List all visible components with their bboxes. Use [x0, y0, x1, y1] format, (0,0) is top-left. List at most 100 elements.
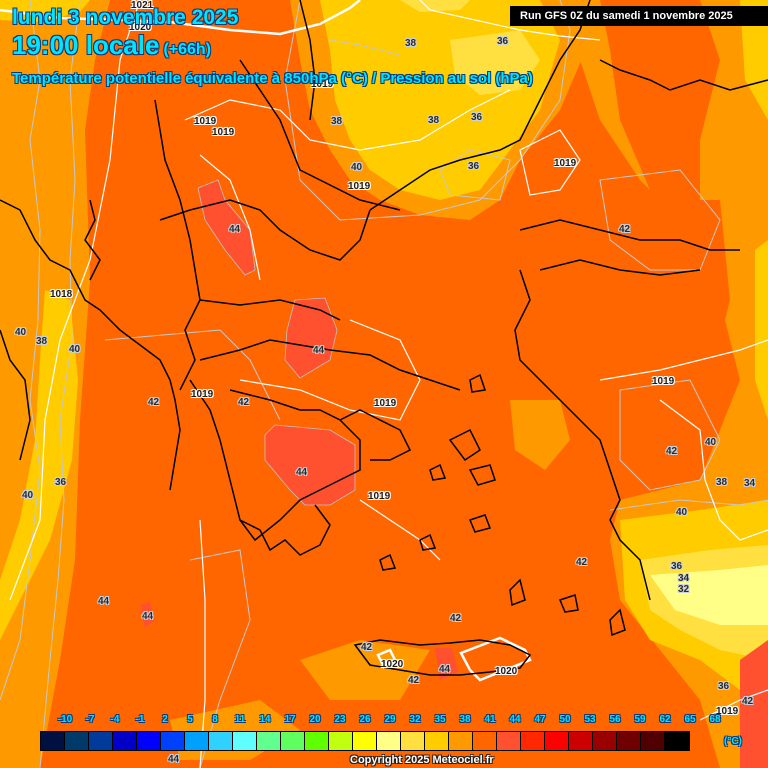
theta-e-label: 36: [671, 561, 683, 572]
colorbar-swatch: [641, 732, 665, 750]
field-47-crete: [435, 648, 458, 680]
colorbar-tick: 14: [259, 714, 271, 725]
theta-e-label: 36: [468, 161, 480, 172]
colorbar-swatch: [545, 732, 569, 750]
field-e-38: [755, 240, 768, 420]
colorbar-swatch: [41, 732, 65, 750]
pressure-label: 1019: [212, 127, 235, 138]
colorbar-ticks: -10 -7 -4 -1 2 5 8 11 14 17 20 23 26 29 32 35 38 41 44 47 50…: [40, 714, 721, 728]
field-north-35b: [400, 0, 470, 12]
theta-e-label: 36: [718, 681, 730, 692]
colorbar-swatch: [209, 732, 233, 750]
colorbar-tick: 29: [384, 714, 396, 725]
theta-e-label: 44: [168, 754, 180, 765]
theta-e-label: 36: [471, 112, 483, 123]
colorbar-tick: 44: [509, 714, 521, 725]
theta-e-label: 44: [439, 664, 451, 675]
theta-e-label: 38: [405, 38, 417, 49]
field-se-47: [740, 640, 768, 768]
theta-e-label: 42: [361, 642, 373, 653]
theta-e-label: 42: [742, 696, 754, 707]
theta-e-label: 42: [666, 446, 678, 457]
colorbar-swatch: [329, 732, 353, 750]
theta-e-label: 42: [619, 224, 631, 235]
colorbar-swatch: [497, 732, 521, 750]
colorbar-tick: 2: [162, 714, 168, 725]
theta-e-label: 32: [678, 584, 690, 595]
pressure-label: 1019: [368, 491, 391, 502]
field-crete-41: [300, 640, 430, 700]
forecast-time: 19:00 locale (+66h): [12, 30, 211, 61]
pressure-label: 1019: [716, 706, 739, 717]
colorbar-tick: 20: [309, 714, 321, 725]
colorbar-swatch: [617, 732, 641, 750]
pressure-label: 1018: [50, 289, 73, 300]
colorbar-swatch: [233, 732, 257, 750]
field-aegean-41: [510, 400, 570, 470]
theta-e-label: 40: [22, 490, 34, 501]
colorbar-tick: 53: [584, 714, 596, 725]
colorbar-swatch: [665, 732, 689, 750]
pressure-label: 1019: [554, 158, 577, 169]
colorbar-tick: 68: [709, 714, 721, 725]
colorbar-tick: 11: [234, 714, 246, 725]
colorbar-swatch: [377, 732, 401, 750]
field-ne-38: [740, 0, 768, 120]
pressure-label: 1019: [311, 79, 334, 90]
pressure-label: 1019: [652, 376, 675, 387]
colorbar-swatch: [473, 732, 497, 750]
pressure-label: 1019: [374, 398, 397, 409]
theta-e-label: 44: [313, 345, 325, 356]
field-se-32: [650, 565, 768, 625]
colorbar-swatch: [185, 732, 209, 750]
colorbar-tick: -1: [135, 714, 145, 725]
colorbar-tick: 8: [212, 714, 218, 725]
forecast-date: lundi 3 novembre 2025: [12, 6, 239, 29]
theta-e-label: 44: [296, 467, 308, 478]
colorbar-tick: 56: [609, 714, 621, 725]
theta-e-label: 40: [676, 507, 688, 518]
copyright: Copyright 2025 Meteociel.fr: [350, 754, 494, 766]
colorbar-tick: 50: [559, 714, 571, 725]
colorbar-swatch: [305, 732, 329, 750]
colorbar-swatch: [593, 732, 617, 750]
colorbar-swatch: [425, 732, 449, 750]
colorbar: [40, 731, 690, 751]
colorbar-tick: 59: [634, 714, 646, 725]
colorbar-swatch: [353, 732, 377, 750]
colorbar-tick: 47: [534, 714, 546, 725]
theta-e-label: 42: [576, 557, 588, 568]
colorbar-tick: 65: [684, 714, 696, 725]
field-47-peloponnese: [264, 424, 356, 506]
theta-e-label: 44: [98, 596, 110, 607]
colorbar-swatch: [257, 732, 281, 750]
colorbar-tick: 38: [459, 714, 471, 725]
colorbar-tick: 17: [284, 714, 296, 725]
colorbar-swatch: [113, 732, 137, 750]
map-subtitle: Température potentielle équivalente à 85…: [12, 70, 533, 87]
colorbar-swatch: [569, 732, 593, 750]
pressure-label: 1020: [495, 666, 518, 677]
colorbar-swatch: [89, 732, 113, 750]
colorbar-swatch: [65, 732, 89, 750]
theta-e-label: 36: [55, 477, 67, 488]
theta-e-label: 38: [716, 477, 728, 488]
colorbar-swatch: [401, 732, 425, 750]
forecast-local-time: 19:00 locale: [12, 30, 160, 60]
field-east-44a: [600, 0, 720, 240]
theta-e-label: 44: [142, 611, 154, 622]
theta-e-label: 40: [15, 327, 27, 338]
field-north-35: [450, 30, 540, 95]
colorbar-unit: (°C): [724, 736, 742, 747]
coastlines-borders: [0, 0, 768, 676]
field-47-ionian: [140, 602, 155, 628]
theta-e-label: 42: [238, 397, 250, 408]
theta-e-label: 38: [36, 336, 48, 347]
colorbar-swatch: [449, 732, 473, 750]
colorbar-tick: -4: [110, 714, 120, 725]
theta-e-label: 42: [148, 397, 160, 408]
pressure-label: 1020: [129, 22, 152, 33]
field-47-macedonia: [284, 297, 338, 379]
